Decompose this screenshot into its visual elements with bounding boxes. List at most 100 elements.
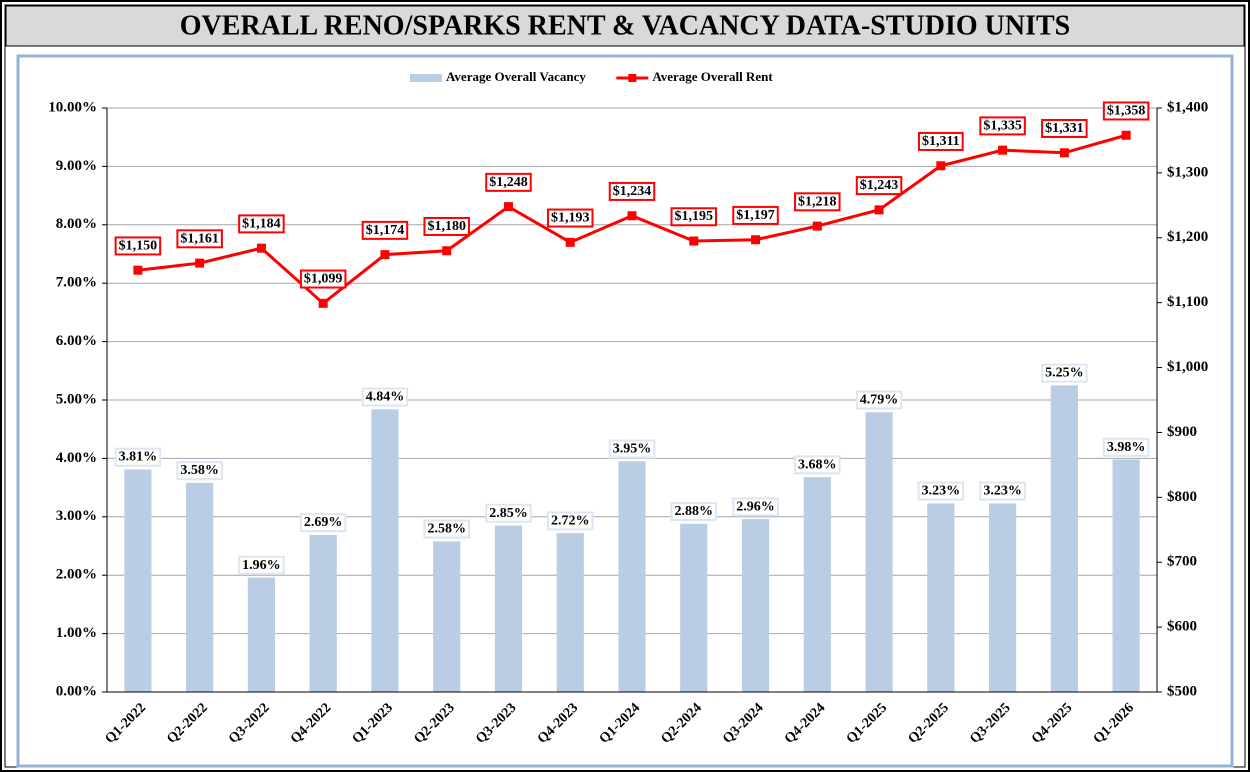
bar <box>927 503 955 692</box>
title-band <box>5 5 1245 47</box>
chart-title: OVERALL RENO/SPARKS RENT & VACANCY DATA-… <box>180 10 1070 41</box>
bar-value-label-box <box>855 390 903 410</box>
line-value-label-box <box>423 216 470 236</box>
line-marker <box>936 161 946 171</box>
bar-value-label: 3.98% <box>1107 440 1146 455</box>
bar <box>124 469 152 692</box>
bar <box>865 412 893 692</box>
bar-value-label-box <box>423 519 470 539</box>
line-marker <box>565 237 575 247</box>
bar-value-label-box <box>1041 363 1088 383</box>
y2-tick-label: $1,100 <box>1167 294 1208 310</box>
line-value-label-box <box>114 236 162 256</box>
bar <box>618 461 646 692</box>
bar-value-label: 4.79% <box>860 392 899 407</box>
line-value-label: $1,335 <box>983 118 1022 133</box>
line-value-label: $1,180 <box>427 219 466 234</box>
line-marker <box>689 236 699 246</box>
y2-tick-label: $800 <box>1167 489 1197 505</box>
bar-value-label-box <box>114 447 162 467</box>
line-value-label: $1,195 <box>675 209 714 224</box>
line-value-label: $1,331 <box>1045 121 1084 136</box>
y-tick-label: 1.00% <box>56 625 97 641</box>
y-tick-label: 9.00% <box>56 158 97 174</box>
y-tick-label: 5.00% <box>56 391 97 407</box>
bar-value-label-box <box>238 555 285 575</box>
line-value-label-box <box>732 205 779 225</box>
y-tick-label: 10.00% <box>48 99 97 115</box>
line-value-label: $1,358 <box>1107 103 1146 118</box>
line-value-label-box <box>794 192 841 212</box>
line-value-label-box <box>546 208 594 228</box>
line-value-label: $1,161 <box>180 231 219 246</box>
line-marker <box>503 202 513 212</box>
bar-value-label-box <box>176 461 223 481</box>
line-value-label: $1,248 <box>489 175 528 190</box>
line-value-label-box <box>979 116 1026 136</box>
y-tick-label: 3.00% <box>56 508 97 524</box>
bar-value-label: 2.85% <box>489 506 528 521</box>
line-value-label: $1,174 <box>366 223 405 238</box>
bar-value-label: 5.25% <box>1045 366 1084 381</box>
bar <box>1050 385 1078 692</box>
line-value-label-box <box>176 229 223 249</box>
line-marker <box>1121 130 1131 140</box>
line-marker <box>627 211 637 221</box>
bar-value-label-box <box>794 455 841 475</box>
y-tick-label: 7.00% <box>56 275 97 291</box>
bar-value-label-box <box>546 511 594 531</box>
bar-value-label: 3.68% <box>798 457 837 472</box>
line-marker <box>874 205 884 215</box>
y2-tick-label: $1,400 <box>1167 99 1208 115</box>
line-marker <box>195 258 205 268</box>
line-marker <box>380 250 390 260</box>
bar-value-label: 2.58% <box>427 522 466 537</box>
line-value-label-box <box>855 176 903 196</box>
line-value-label-box <box>485 172 532 192</box>
bar-value-label: 3.23% <box>922 484 961 499</box>
bar-value-label: 2.96% <box>736 499 775 514</box>
line-marker <box>751 235 761 245</box>
line-value-label: $1,197 <box>736 208 775 223</box>
y2-tick-label: $700 <box>1167 554 1197 570</box>
legend-label: Average Overall Vacancy <box>446 69 586 84</box>
bar-value-label-box <box>361 387 409 407</box>
y2-tick-label: $1,300 <box>1167 164 1208 180</box>
y-tick-label: 6.00% <box>56 333 97 349</box>
line-value-label: $1,150 <box>119 238 158 253</box>
bar-value-label-box <box>485 503 532 523</box>
bar-value-label-box <box>608 439 656 459</box>
bar-value-label: 4.84% <box>366 390 405 405</box>
legend-swatch <box>628 74 637 82</box>
bar-value-label-box <box>732 497 779 517</box>
line-value-label-box <box>361 220 409 240</box>
line-value-label-box <box>238 214 285 234</box>
legend-swatch <box>410 74 442 82</box>
bar-value-label-box <box>1102 437 1150 457</box>
line-value-label-box <box>299 269 347 289</box>
line-marker <box>1059 148 1069 158</box>
line-value-label: $1,311 <box>922 134 960 149</box>
line-marker <box>133 265 143 275</box>
line-value-label-box <box>917 131 964 151</box>
line-value-label-box <box>1041 118 1088 138</box>
bar-value-label: 2.88% <box>675 504 714 519</box>
bar-value-label: 3.95% <box>613 442 652 457</box>
bar-value-label-box <box>299 513 347 533</box>
line-value-label: $1,218 <box>798 194 837 209</box>
y2-tick-label: $1,000 <box>1167 359 1208 375</box>
y-tick-label: 4.00% <box>56 450 97 466</box>
bar-value-label: 2.72% <box>551 513 590 528</box>
bar-value-label-box <box>917 481 965 501</box>
line-value-label-box <box>1102 101 1150 121</box>
bar <box>989 503 1017 692</box>
line-value-label: $1,234 <box>613 184 652 199</box>
line-value-label: $1,099 <box>304 272 343 287</box>
bar <box>494 525 523 692</box>
y-tick-label: 0.00% <box>56 683 97 699</box>
line-value-label: $1,193 <box>551 211 590 226</box>
line-value-label: $1,243 <box>860 178 899 193</box>
y2-tick-label: $500 <box>1167 683 1197 699</box>
